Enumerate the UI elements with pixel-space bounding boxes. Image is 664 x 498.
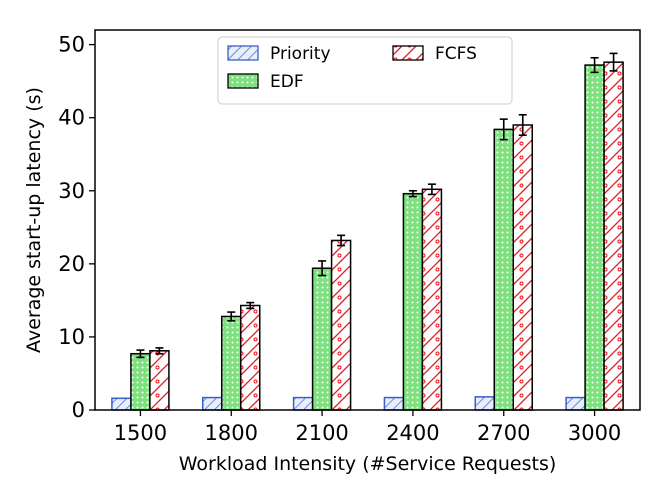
y-tick-label-50: 50 bbox=[58, 33, 85, 57]
y-axis: 0 10 20 30 40 50 bbox=[58, 33, 95, 422]
legend-label-fcfs: FCFS bbox=[435, 44, 477, 64]
y-axis-label: Average start-up latency (s) bbox=[23, 87, 45, 353]
x-tick-label-2100: 2100 bbox=[295, 421, 348, 445]
bar-fcfs-2700 bbox=[512, 124, 533, 411]
plot-frame bbox=[94, 29, 641, 411]
y-tick-label-20: 20 bbox=[58, 252, 85, 276]
y-tick-label-0: 0 bbox=[72, 398, 85, 422]
errorbar-fcfs-1500 bbox=[155, 347, 164, 355]
legend-label-priority: Priority bbox=[270, 44, 331, 64]
bar-priority-2700 bbox=[474, 396, 495, 411]
x-tick-label-2400: 2400 bbox=[386, 421, 439, 445]
bar-fcfs-1800 bbox=[240, 304, 261, 411]
legend-swatch-edf bbox=[227, 73, 259, 89]
legend-label-edf: EDF bbox=[270, 72, 304, 92]
legend-frame bbox=[217, 36, 513, 105]
x-tick-label-1800: 1800 bbox=[205, 421, 258, 445]
errorbar-fcfs-1800 bbox=[246, 301, 255, 310]
y-tick-label-40: 40 bbox=[58, 106, 85, 130]
bar-priority-3000 bbox=[565, 396, 586, 411]
bar-edf-2700 bbox=[493, 128, 514, 411]
x-axis: 1500 1800 2100 2400 2700 3000 bbox=[114, 410, 621, 445]
errorbar-edf-1800 bbox=[227, 311, 236, 322]
x-tick-label-3000: 3000 bbox=[568, 421, 621, 445]
errorbar-edf-3000 bbox=[590, 56, 599, 74]
errorbar-fcfs-2400 bbox=[427, 183, 436, 196]
y-tick-label-10: 10 bbox=[58, 325, 85, 349]
errorbar-edf-1500 bbox=[136, 349, 145, 359]
errorbars-layer bbox=[136, 52, 618, 359]
bar-edf-1800 bbox=[221, 315, 242, 411]
bar-fcfs-2100 bbox=[330, 239, 352, 411]
bar-edf-3000 bbox=[584, 64, 605, 411]
bar-priority-1500 bbox=[111, 397, 132, 411]
bar-fcfs-3000 bbox=[603, 61, 624, 411]
errorbar-edf-2100 bbox=[318, 260, 327, 277]
x-axis-label: Workload Intensity (#Service Requests) bbox=[179, 453, 557, 475]
errorbar-fcfs-3000 bbox=[609, 52, 618, 72]
y-tick-label-30: 30 bbox=[58, 179, 85, 203]
errorbar-edf-2700 bbox=[499, 118, 508, 141]
x-tick-label-2700: 2700 bbox=[477, 421, 530, 445]
bar-fcfs-2400 bbox=[421, 188, 443, 411]
bar-edf-2400 bbox=[402, 192, 424, 411]
bar-edf-1500 bbox=[130, 352, 151, 411]
bar-fcfs-1500 bbox=[149, 350, 170, 411]
legend-swatch-fcfs bbox=[392, 45, 424, 61]
bars-layer bbox=[111, 61, 624, 411]
legend: Priority EDF FCFS bbox=[217, 36, 513, 105]
bar-priority-1800 bbox=[202, 396, 223, 411]
errorbar-fcfs-2100 bbox=[337, 234, 346, 247]
errorbar-fcfs-2700 bbox=[518, 113, 527, 137]
bar-edf-2100 bbox=[311, 267, 333, 411]
x-tick-label-1500: 1500 bbox=[114, 421, 167, 445]
legend-swatch-priority bbox=[227, 45, 259, 61]
errorbar-edf-2400 bbox=[408, 189, 417, 198]
bar-priority-2100 bbox=[292, 396, 314, 411]
bar-priority-2400 bbox=[383, 396, 405, 411]
